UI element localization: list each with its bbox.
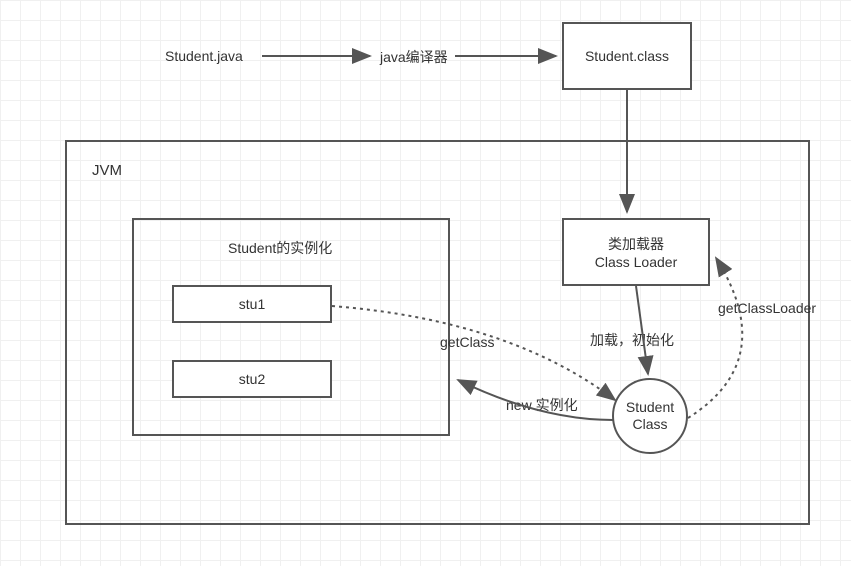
class-loader-box: 类加载器 Class Loader	[562, 218, 710, 286]
jvm-label: JVM	[92, 162, 122, 179]
source-file-label: Student.java	[165, 48, 243, 64]
student-class-label1: Student	[626, 399, 674, 416]
student-class-circle: Student Class	[612, 378, 688, 454]
getclassloader-label: getClassLoader	[718, 300, 816, 316]
stu1-label: stu1	[239, 296, 265, 312]
new-instance-label: new 实例化	[506, 395, 578, 415]
stu2-label: stu2	[239, 371, 265, 387]
compiler-edge-label: java编译器	[380, 47, 448, 67]
class-loader-label2: Class Loader	[595, 254, 678, 270]
class-file-label: Student.class	[585, 48, 669, 64]
stu2-box: stu2	[172, 360, 332, 398]
instance-container-label: Student的实例化	[228, 238, 332, 258]
getclass-label: getClass	[440, 334, 494, 350]
stu1-box: stu1	[172, 285, 332, 323]
load-init-label: 加载，初始化	[590, 330, 674, 350]
class-loader-label1: 类加载器	[608, 234, 664, 254]
class-file-box: Student.class	[562, 22, 692, 90]
student-class-label2: Class	[632, 416, 667, 433]
